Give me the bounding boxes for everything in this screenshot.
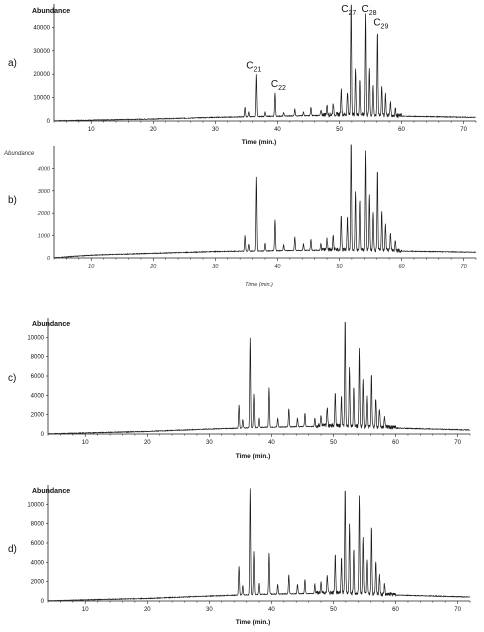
chromatogram-trace <box>47 321 470 435</box>
x-tick-label: 10 <box>88 264 95 270</box>
x-tick-label: 70 <box>460 127 467 133</box>
x-tick-label: 50 <box>336 127 343 133</box>
x-tick-label: 10 <box>88 127 95 133</box>
peak-annotation-C22: C22 <box>271 79 286 92</box>
panel-label: d) <box>8 544 17 555</box>
chart-panel-d: 10 20 30 40 50 60 70 2000 4000 6000 8000 10000 0 Abun… <box>8 485 471 626</box>
y-axis-label: Abundance <box>32 321 70 328</box>
y-tick-label: 8000 <box>31 355 45 361</box>
y-tick-label: 2000 <box>37 211 51 217</box>
x-tick-label: 20 <box>144 607 151 613</box>
y-tick-label: 40000 <box>33 25 50 31</box>
x-tick-label: 40 <box>268 440 275 446</box>
y-tick-label: 8000 <box>31 522 45 528</box>
chromatogram-trace <box>53 4 476 122</box>
y-tick-label: 4000 <box>31 393 45 399</box>
y-tick-label: 4000 <box>31 560 45 566</box>
x-tick-label: 50 <box>330 607 337 613</box>
chromatogram-trace <box>48 488 470 602</box>
x-tick-label: 70 <box>461 264 468 270</box>
x-tick-label: 40 <box>268 607 275 613</box>
y-tick-label: 10000 <box>27 502 44 508</box>
x-tick-label: 60 <box>392 440 399 446</box>
chart-panel-b: 10 20 30 40 50 60 70 1000 2000 3000 4000 0 Abundance… <box>3 144 477 288</box>
x-tick-label: 30 <box>212 127 219 133</box>
x-tick-label: 30 <box>212 264 219 270</box>
x-tick-label: 50 <box>330 440 337 446</box>
y-tick-label: 0 <box>41 599 45 605</box>
x-tick-label: 40 <box>274 127 281 133</box>
peak-annotation-C21: C21 <box>246 61 261 74</box>
chart-panel-a: 10 20 30 40 50 60 70 10000 20000 30000 40000 0 Abund… <box>8 4 477 146</box>
y-tick-label: 6000 <box>31 374 45 380</box>
panel-label: c) <box>8 373 16 384</box>
y-tick-label: 0 <box>47 256 51 262</box>
y-tick-label: 30000 <box>33 49 50 55</box>
y-tick-label: 0 <box>47 119 51 125</box>
peak-annotation-C27: C27 <box>341 4 356 17</box>
x-tick-label: 30 <box>206 440 213 446</box>
x-axis-label: Time (min.) <box>242 139 277 146</box>
y-tick-label: 20000 <box>33 72 50 78</box>
y-tick-label: 10000 <box>33 96 50 102</box>
chart-panel-c: 10 20 30 40 50 60 70 2000 4000 6000 8000 10000 0 Abun… <box>8 318 471 460</box>
x-tick-label: 30 <box>206 607 213 613</box>
x-tick-label: 60 <box>392 607 399 613</box>
x-tick-label: 20 <box>150 127 157 133</box>
y-tick-label: 0 <box>41 432 45 438</box>
y-tick-label: 4000 <box>38 166 51 172</box>
x-tick-label: 20 <box>144 440 151 446</box>
x-tick-label: 50 <box>336 264 343 270</box>
peak-annotation-C28: C28 <box>362 4 377 17</box>
x-tick-label: 70 <box>454 440 461 446</box>
y-tick-label: 6000 <box>31 541 45 547</box>
x-tick-label: 10 <box>82 607 89 613</box>
x-tick-label: 40 <box>274 264 281 270</box>
y-tick-label: 2000 <box>31 413 45 419</box>
chromatogram-trace <box>53 144 476 259</box>
x-tick-label: 20 <box>149 264 157 270</box>
y-tick-label: 1000 <box>38 234 51 240</box>
y-axis-label: Abundance <box>32 8 70 15</box>
y-axis-label: Abundance <box>32 488 70 495</box>
peak-annotation-C29: C29 <box>373 18 388 31</box>
y-tick-label: 2000 <box>31 580 45 586</box>
x-axis-label: Time (min.) <box>236 453 271 460</box>
x-tick-label: 60 <box>398 127 405 133</box>
panel-label: a) <box>8 58 17 69</box>
y-tick-label: 10000 <box>27 335 44 341</box>
y-tick-label: 3000 <box>38 189 51 195</box>
x-tick-label: 60 <box>398 264 405 270</box>
y-axis-label: Abundance <box>3 151 35 157</box>
x-tick-label: 70 <box>454 607 461 613</box>
x-axis-label: Time (min.) <box>245 282 273 288</box>
x-axis-label: Time (min.) <box>236 619 271 626</box>
x-tick-label: 10 <box>82 440 89 446</box>
panel-label: b) <box>8 195 17 206</box>
